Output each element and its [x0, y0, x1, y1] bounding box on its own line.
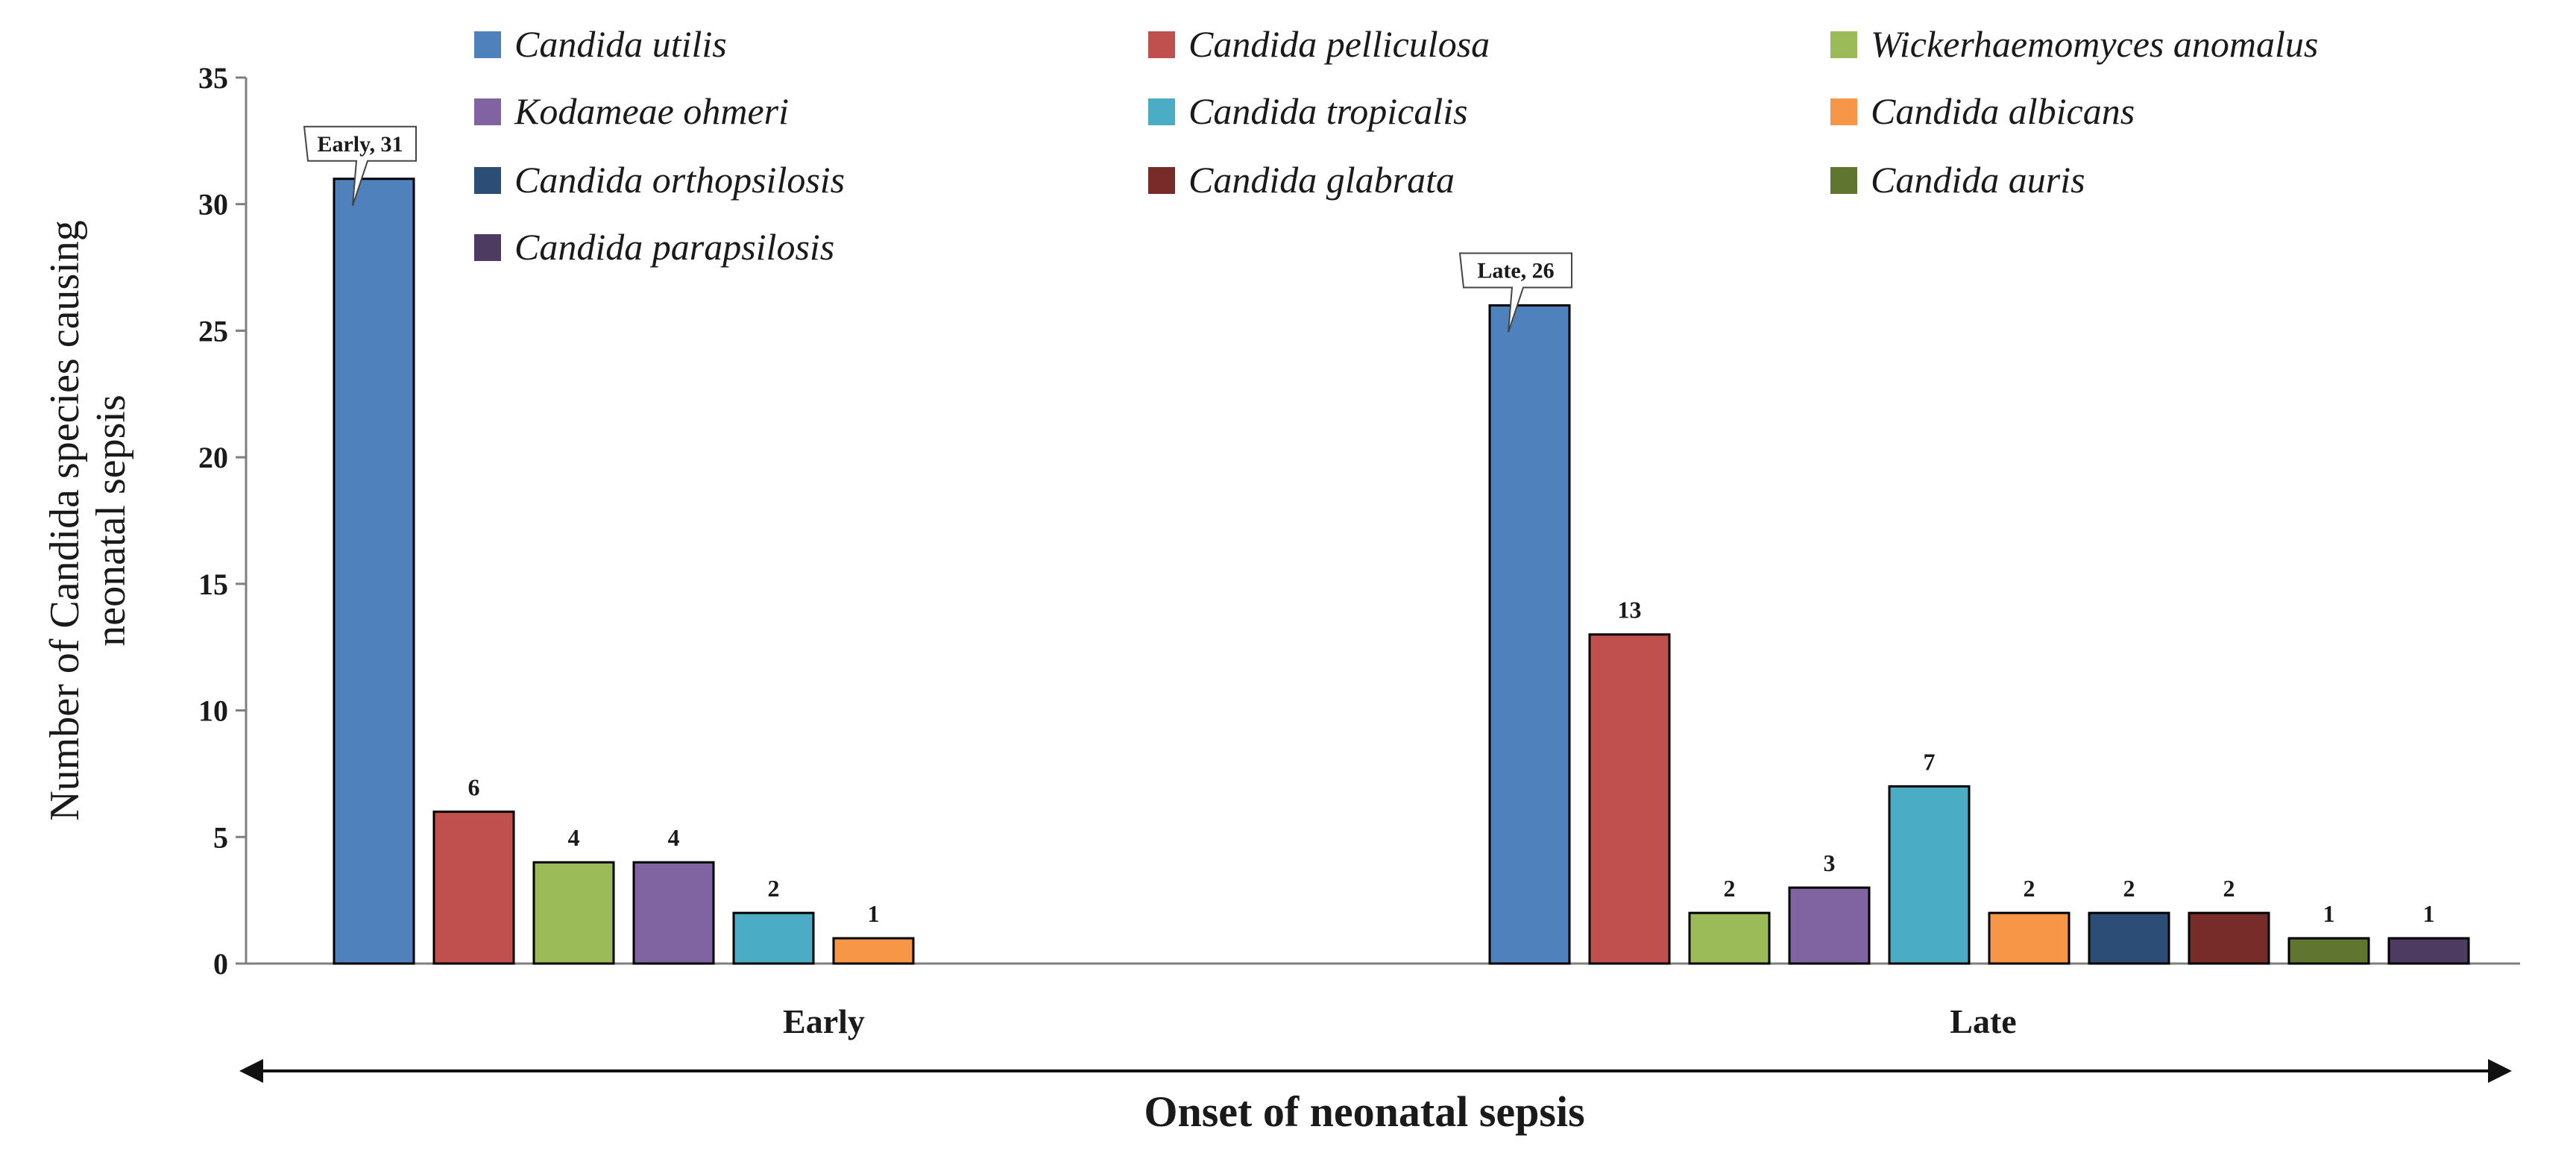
- x-axis-title: Onset of neonatal sepsis: [1144, 1087, 1584, 1136]
- bar-late-candida-pelliculosa: [1588, 633, 1671, 965]
- bar-early-candida-tropicalis: [732, 911, 815, 965]
- legend-item: Candida utilis: [474, 23, 727, 65]
- y-tick-label: 10: [198, 694, 228, 728]
- bar-early-candida-albicans: [832, 937, 915, 965]
- legend-label: Candida albicans: [1871, 90, 2135, 132]
- bar-late-candida-orthopsilosis: [2088, 911, 2170, 965]
- x-category-label: Late: [1950, 1002, 2016, 1040]
- legend-swatch: [1830, 167, 1857, 194]
- data-label: 2: [1724, 875, 1736, 902]
- y-axis-title: Number of Candida species causingneonata…: [42, 220, 134, 821]
- data-label: 2: [768, 875, 780, 902]
- data-callout: Early, 31: [303, 125, 417, 207]
- legend-item: Candida albicans: [1830, 90, 2135, 132]
- data-label: 3: [1824, 849, 1836, 876]
- legend-item: Candida parapsilosis: [474, 226, 834, 268]
- legend-label: Candida tropicalis: [1188, 90, 1468, 132]
- bar-late-wickerhaemomyces-anomalus: [1688, 911, 1771, 965]
- legend-label: Candida glabrata: [1188, 159, 1455, 201]
- y-axis-title-line: neonatal sepsis: [88, 395, 134, 646]
- bar-late-candida-auris: [2287, 937, 2370, 965]
- bar-early-kodameae-ohmeri: [632, 861, 715, 965]
- legend-item: Kodameae ohmeri: [474, 90, 789, 132]
- legend-item: Candida orthopsilosis: [474, 159, 845, 201]
- bar-early-candida-pelliculosa: [432, 810, 515, 965]
- data-label: 4: [668, 824, 680, 851]
- y-axis-title-line: Number of Candida species causing: [42, 220, 88, 821]
- x-category-label: Early: [783, 1002, 865, 1040]
- legend-swatch: [1148, 31, 1175, 58]
- callout-bubble: [303, 125, 417, 207]
- bar-late-candida-tropicalis: [1888, 785, 1971, 965]
- legend-label: Kodameae ohmeri: [514, 90, 789, 132]
- legend-swatch: [474, 167, 501, 194]
- bar-late-candida-parapsilosis: [2387, 937, 2470, 965]
- legend-swatch: [1148, 167, 1175, 194]
- callout-label: Late, 26: [1477, 258, 1554, 283]
- data-label: 1: [2323, 900, 2335, 927]
- y-tick-label: 35: [198, 61, 228, 95]
- legend-item: Wickerhaemomyces anomalus: [1830, 23, 2318, 65]
- legend-item: Candida glabrata: [1148, 159, 1455, 201]
- legend-swatch: [1830, 31, 1857, 58]
- legend-label: Wickerhaemomyces anomalus: [1871, 23, 2318, 65]
- legend-label: Candida parapsilosis: [514, 226, 834, 268]
- legend-swatch: [1830, 98, 1857, 125]
- data-label: 13: [1618, 597, 1642, 623]
- data-label: 6: [468, 773, 480, 800]
- legend-item: Candida auris: [1830, 159, 2085, 201]
- data-label: 4: [568, 824, 580, 851]
- legend-swatch: [474, 98, 501, 125]
- y-tick-label: 30: [198, 188, 228, 221]
- data-label: 1: [2423, 900, 2435, 927]
- bar-early-wickerhaemomyces-anomalus: [532, 861, 615, 965]
- callout-label: Early, 31: [317, 132, 403, 157]
- bar-late-kodameae-ohmeri: [1788, 886, 1871, 965]
- bar-late-candida-albicans: [1988, 911, 2070, 965]
- legend-label: Candida auris: [1871, 159, 2085, 201]
- y-tick-label: 15: [198, 568, 228, 601]
- bar-early-candida-utilis: [333, 177, 415, 965]
- bar-late-candida-glabrata: [2188, 911, 2270, 965]
- data-label: 2: [2223, 875, 2235, 902]
- legend-item: Candida pelliculosa: [1148, 23, 1490, 65]
- legend-swatch: [1148, 98, 1175, 125]
- legend-swatch: [474, 234, 501, 261]
- data-label: 2: [2123, 875, 2135, 902]
- data-callout: Late, 26: [1458, 252, 1572, 333]
- y-tick-label: 25: [198, 314, 228, 348]
- y-tick-label: 5: [213, 820, 228, 854]
- data-label: 2: [2024, 875, 2035, 902]
- legend-swatch: [474, 31, 501, 58]
- y-tick-label: 0: [213, 947, 228, 981]
- legend-label: Candida orthopsilosis: [514, 159, 845, 201]
- data-label: 7: [1924, 748, 1936, 775]
- legend-label: Candida pelliculosa: [1188, 23, 1490, 65]
- callout-bubble: [1458, 252, 1572, 333]
- y-tick-label: 20: [198, 441, 228, 474]
- bar-late-candida-utilis: [1488, 304, 1571, 965]
- data-label: 1: [868, 900, 880, 927]
- legend-label: Candida utilis: [514, 23, 727, 65]
- legend-item: Candida tropicalis: [1148, 90, 1468, 132]
